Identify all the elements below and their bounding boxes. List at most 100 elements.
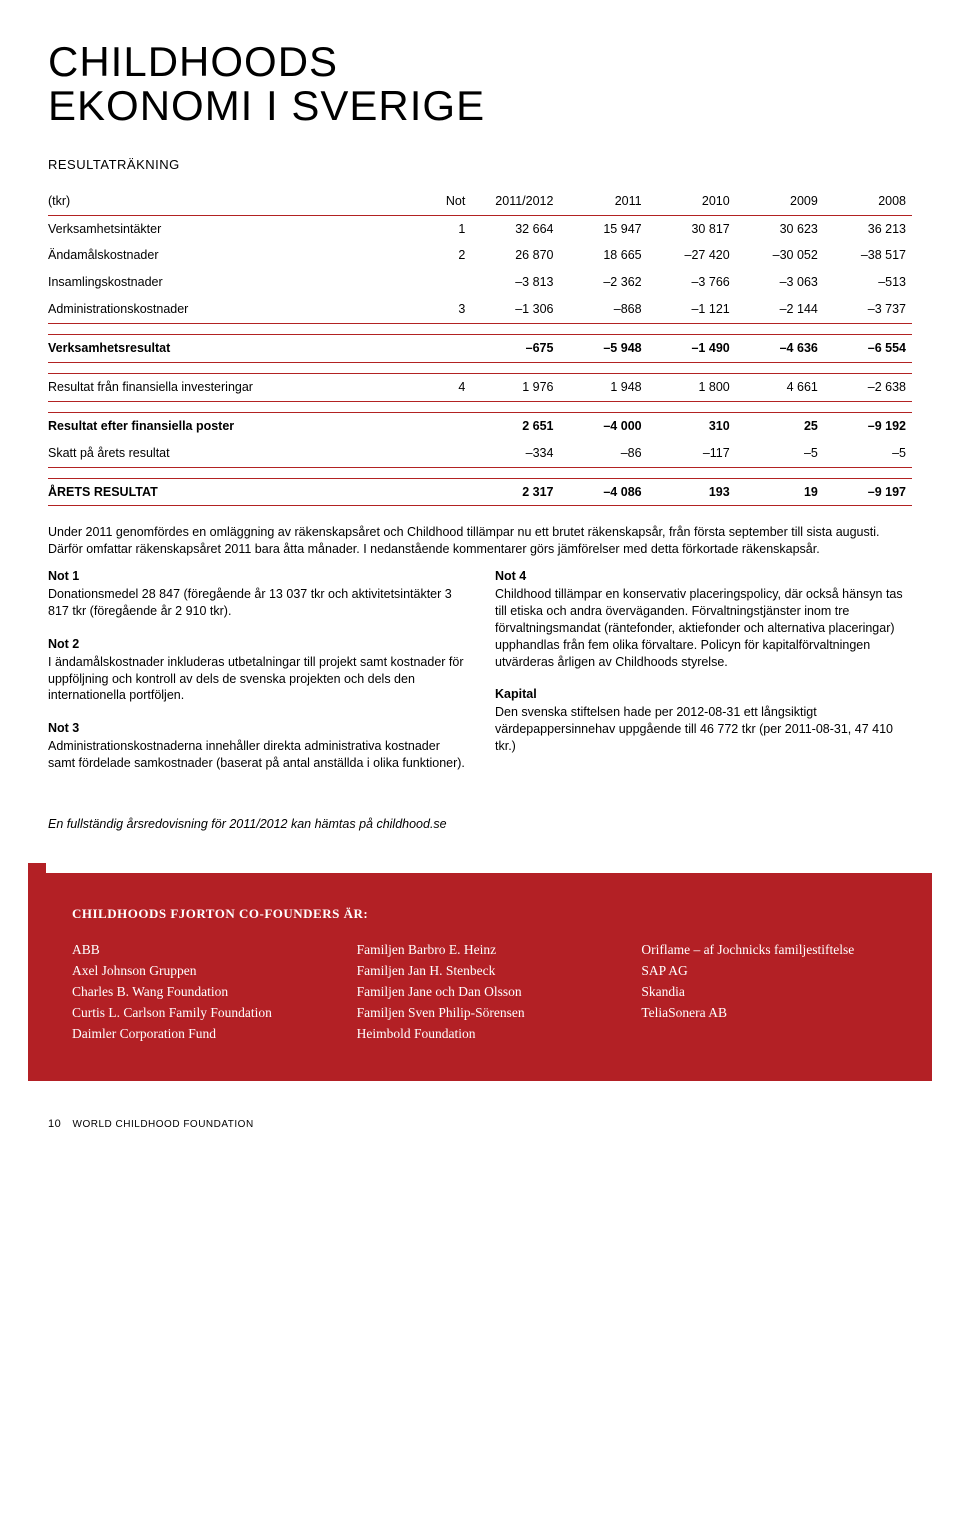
founder-item: SAP AG [641,961,898,982]
founder-item: Familjen Jane och Dan Olsson [357,982,614,1003]
cell: –27 420 [648,242,736,269]
note-title: Not 4 [495,568,912,585]
notes-right-column: Not 4 Childhood tillämpar en konservativ… [495,568,912,788]
cell: –6 554 [824,335,912,363]
th-year: 2011 [559,188,647,215]
row-label: ÅRETS RESULTAT [48,478,411,506]
cell: –117 [648,440,736,467]
cell: 25 [736,412,824,439]
cell: –2 144 [736,296,824,323]
table-row: Ändamålskostnader 2 26 870 18 665 –27 42… [48,242,912,269]
cofounders-box: CHILDHOODS FJORTON CO-FOUNDERS ÄR: ABB A… [28,873,932,1081]
page-number: 10 [48,1118,61,1130]
cell: –3 766 [648,269,736,296]
cell: –868 [559,296,647,323]
cell: –9 197 [824,478,912,506]
th-year: 2008 [824,188,912,215]
cell: 30 623 [736,215,824,242]
page-title: CHILDHOODS EKONOMI I SVERIGE [48,40,912,128]
cell: –3 813 [471,269,559,296]
row-label: Ändamålskostnader [48,242,411,269]
founder-item: Familjen Jan H. Stenbeck [357,961,614,982]
cell: –38 517 [824,242,912,269]
note-text: I ändamålskostnader inkluderas utbetalni… [48,654,465,705]
founder-item: Familjen Sven Philip-Sörensen [357,1003,614,1024]
cell: –675 [471,335,559,363]
cell: –4 000 [559,412,647,439]
note-block: Not 2 I ändamålskostnader inkluderas utb… [48,636,465,705]
cell: –513 [824,269,912,296]
note-block: Not 1 Donationsmedel 28 847 (föregående … [48,568,465,620]
row-not: 1 [411,215,471,242]
cell: 32 664 [471,215,559,242]
note-block: Not 3 Administrationskostnaderna innehål… [48,720,465,772]
cell: 2 651 [471,412,559,439]
cell: 19 [736,478,824,506]
table-subtotal-row: Verksamhetsresultat –675 –5 948 –1 490 –… [48,335,912,363]
cell: –86 [559,440,647,467]
row-label: Resultat efter finansiella poster [48,412,411,439]
row-not: 4 [411,373,471,401]
cell: –3 737 [824,296,912,323]
row-not [411,412,471,439]
th-not: Not [411,188,471,215]
note-text: Childhood tillämpar en konservativ place… [495,586,912,670]
income-statement-table: (tkr) Not 2011/2012 2011 2010 2009 2008 … [48,188,912,507]
founder-item: TeliaSonera AB [641,1003,898,1024]
title-line-2: EKONOMI I SVERIGE [48,82,485,129]
spacer [48,467,912,478]
spacer [48,324,912,335]
note-block: Not 4 Childhood tillämpar en konservativ… [495,568,912,670]
founder-item: Axel Johnson Gruppen [72,961,329,982]
spacer [48,401,912,412]
closing-text: En fullständig årsredovisning för 2011/2… [48,816,912,833]
row-label: Resultat från finansiella investeringar [48,373,411,401]
table-header-row: (tkr) Not 2011/2012 2011 2010 2009 2008 [48,188,912,215]
cell: 1 976 [471,373,559,401]
table-row: Skatt på årets resultat –334 –86 –117 –5… [48,440,912,467]
founder-item: Charles B. Wang Foundation [72,982,329,1003]
cell: –5 [736,440,824,467]
th-year: 2009 [736,188,824,215]
note-block: Kapital Den svenska stiftelsen hade per … [495,686,912,755]
founder-item: Daimler Corporation Fund [72,1024,329,1045]
founder-item: Familjen Barbro E. Heinz [357,940,614,961]
section-label: RESULTATRÄKNING [48,156,912,174]
cofounders-title: CHILDHOODS FJORTON CO-FOUNDERS ÄR: [72,905,898,923]
cell: –5 [824,440,912,467]
cofounders-columns: ABB Axel Johnson Gruppen Charles B. Wang… [72,940,898,1045]
cell: –3 063 [736,269,824,296]
spacer [48,362,912,373]
cofounders-col-3: Oriflame – af Jochnicks familjestiftelse… [641,940,898,1045]
cell: 1 948 [559,373,647,401]
th-label: (tkr) [48,188,411,215]
cell: –1 306 [471,296,559,323]
row-label: Verksamhetsintäkter [48,215,411,242]
cell: –30 052 [736,242,824,269]
page-footer: 10 WORLD CHILDHOOD FOUNDATION [48,1117,912,1132]
row-not [411,335,471,363]
note-title: Not 3 [48,720,465,737]
th-year: 2010 [648,188,736,215]
row-not [411,440,471,467]
cofounders-col-1: ABB Axel Johnson Gruppen Charles B. Wang… [72,940,329,1045]
cell: 15 947 [559,215,647,242]
table-row: Resultat från finansiella investeringar … [48,373,912,401]
cell: –1 490 [648,335,736,363]
note-text: Administrationskostnaderna innehåller di… [48,738,465,772]
title-line-1: CHILDHOODS [48,38,338,85]
cell: 30 817 [648,215,736,242]
table-row: Administrationskostnader 3 –1 306 –868 –… [48,296,912,323]
intro-paragraph: Under 2011 genomfördes en omläggning av … [48,524,912,558]
row-not [411,478,471,506]
org-name: WORLD CHILDHOOD FOUNDATION [73,1119,254,1130]
cell: –4 636 [736,335,824,363]
row-label: Administrationskostnader [48,296,411,323]
row-label: Skatt på årets resultat [48,440,411,467]
cell: –9 192 [824,412,912,439]
cell: 4 661 [736,373,824,401]
cell: –2 638 [824,373,912,401]
cell: –2 362 [559,269,647,296]
note-text: Donationsmedel 28 847 (föregående år 13 … [48,586,465,620]
cell: 18 665 [559,242,647,269]
